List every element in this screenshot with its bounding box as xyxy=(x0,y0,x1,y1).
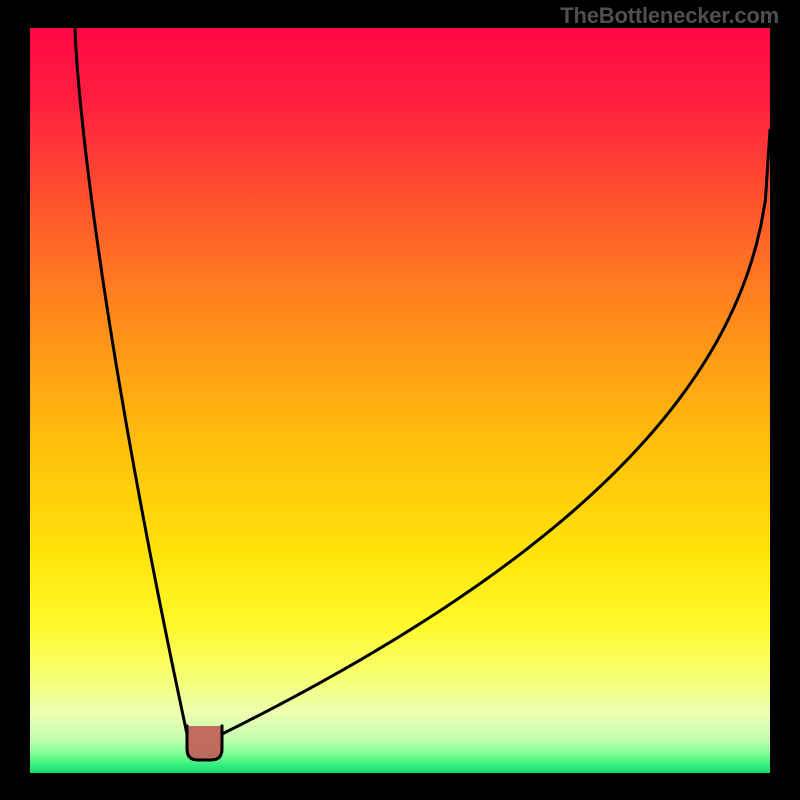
attribution-text: TheBottlenecker.com xyxy=(560,3,779,29)
curve-u-connector xyxy=(187,726,222,760)
gradient-background xyxy=(30,28,770,773)
bottleneck-chart xyxy=(0,0,800,800)
